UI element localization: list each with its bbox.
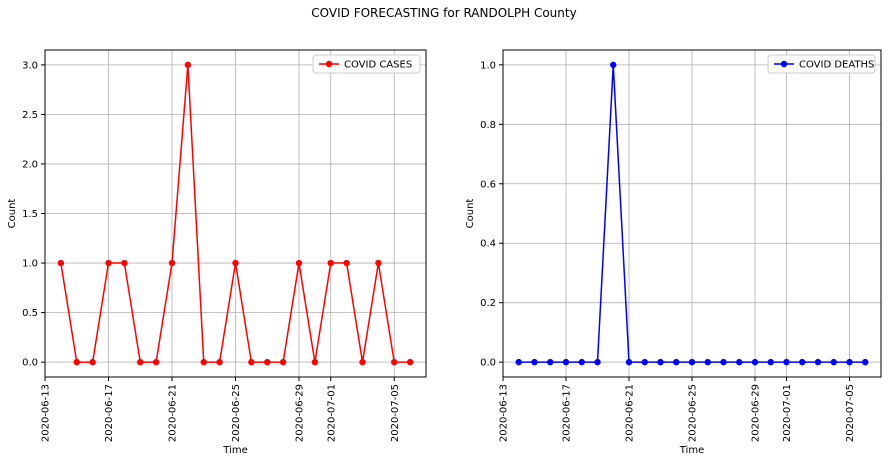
legend-label: COVID DEATHS bbox=[799, 60, 874, 71]
x-tick-label: 2020-06-25 bbox=[688, 384, 699, 442]
y-tick-label: 2.5 bbox=[22, 110, 38, 121]
figure-title: COVID FORECASTING for RANDOLPH County bbox=[311, 6, 577, 20]
data-point bbox=[121, 259, 128, 267]
data-point bbox=[200, 358, 207, 366]
legend-marker bbox=[325, 60, 333, 68]
data-point bbox=[279, 358, 287, 366]
data-point bbox=[232, 259, 239, 267]
data-point bbox=[327, 259, 334, 267]
data-point bbox=[846, 358, 853, 366]
x-tick-label: 2020-06-21 bbox=[168, 384, 179, 442]
y-tick-label: 3.0 bbox=[22, 60, 38, 71]
data-point bbox=[264, 358, 271, 366]
data-point bbox=[137, 358, 144, 366]
data-point bbox=[736, 358, 743, 366]
data-point bbox=[783, 358, 790, 366]
x-tick-label: 2020-07-05 bbox=[390, 384, 401, 442]
legend-marker bbox=[780, 60, 788, 68]
x-tick-label: 2020-06-21 bbox=[625, 384, 636, 442]
legend-box bbox=[312, 54, 421, 74]
data-point bbox=[547, 358, 554, 366]
data-point bbox=[359, 358, 366, 366]
legend: COVID DEATHS bbox=[767, 54, 876, 74]
data-point bbox=[531, 358, 538, 366]
data-point bbox=[830, 358, 837, 366]
y-tick-label: 2.0 bbox=[22, 159, 38, 170]
y-tick-label: 1.5 bbox=[22, 209, 38, 220]
data-point bbox=[704, 358, 711, 366]
data-point bbox=[578, 358, 585, 366]
data-point bbox=[216, 358, 223, 366]
data-point bbox=[799, 358, 806, 366]
data-point bbox=[406, 358, 414, 366]
x-tick-label: 2020-06-29 bbox=[751, 384, 762, 442]
data-point bbox=[311, 358, 319, 366]
y-tick-label: 0.8 bbox=[480, 120, 496, 131]
chart-panel-2: 0.0 0.2 0.4 0.6 0.8 1.0 2020-06-13 2020-06-17 20… bbox=[465, 49, 882, 456]
data-point bbox=[562, 358, 570, 366]
data-point bbox=[152, 358, 160, 366]
x-axis-label: Time bbox=[679, 445, 704, 456]
data-point bbox=[168, 259, 176, 267]
data-point bbox=[720, 358, 727, 366]
data-point bbox=[89, 358, 96, 366]
data-point bbox=[105, 259, 112, 267]
data-point bbox=[343, 259, 350, 267]
data-point bbox=[184, 61, 192, 69]
chart-panel-1: 0.0 0.5 1.0 1.5 2.0 2.5 3.0 2020-06-13 2020-06-1… bbox=[7, 49, 427, 456]
y-tick-label: 1.0 bbox=[22, 259, 38, 270]
data-point bbox=[767, 358, 774, 366]
data-point bbox=[248, 358, 255, 366]
x-tick-label: 2020-06-13 bbox=[41, 384, 52, 442]
data-point bbox=[673, 358, 680, 366]
data-point bbox=[295, 259, 303, 267]
legend-label: COVID CASES bbox=[344, 60, 412, 71]
y-tick-label: 1.0 bbox=[480, 60, 496, 71]
data-point bbox=[625, 358, 633, 366]
y-tick-label: 0.6 bbox=[480, 179, 496, 190]
x-axis-label: Time bbox=[222, 445, 247, 456]
y-tick-label: 0.5 bbox=[22, 308, 38, 319]
data-point bbox=[641, 358, 648, 366]
x-tick-label: 2020-07-01 bbox=[782, 384, 793, 442]
data-point bbox=[57, 259, 65, 267]
data-point bbox=[375, 259, 382, 267]
data-point bbox=[862, 358, 869, 366]
x-tick-label: 2020-07-01 bbox=[326, 384, 337, 442]
y-axis-label: Count bbox=[465, 199, 476, 229]
x-tick-label: 2020-06-17 bbox=[562, 384, 573, 442]
y-tick-label: 0.0 bbox=[480, 358, 496, 369]
data-point bbox=[391, 358, 398, 366]
x-tick-label: 2020-06-25 bbox=[231, 384, 242, 442]
data-point bbox=[594, 358, 601, 366]
data-point bbox=[751, 358, 759, 366]
y-tick-label: 0.4 bbox=[480, 239, 496, 250]
x-tick-label: 2020-07-05 bbox=[845, 384, 856, 442]
legend-box bbox=[767, 54, 876, 74]
data-point bbox=[657, 358, 664, 366]
data-point bbox=[610, 61, 617, 69]
data-point bbox=[688, 358, 696, 366]
y-tick-label: 0.2 bbox=[480, 298, 496, 309]
x-tick-label: 2020-06-29 bbox=[295, 384, 306, 442]
legend: COVID CASES bbox=[312, 54, 421, 74]
x-tick-label: 2020-06-17 bbox=[104, 384, 115, 442]
y-tick-label: 0.0 bbox=[22, 358, 38, 369]
data-point bbox=[73, 358, 80, 366]
y-axis-label: Count bbox=[7, 199, 18, 229]
x-tick-label: 2020-06-13 bbox=[499, 384, 510, 442]
data-point bbox=[814, 358, 822, 366]
data-point bbox=[515, 358, 522, 366]
